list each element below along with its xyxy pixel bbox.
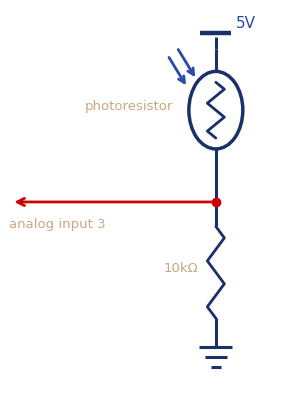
Text: analog input 3: analog input 3: [9, 218, 105, 231]
Text: photoresistor: photoresistor: [85, 100, 173, 113]
Text: 10kΩ: 10kΩ: [164, 262, 199, 275]
Text: 5V: 5V: [236, 16, 256, 31]
